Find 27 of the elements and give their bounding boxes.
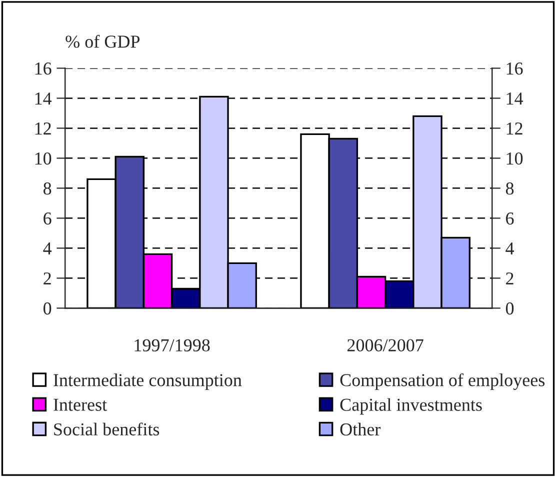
y-tick-label: 4 <box>43 242 52 254</box>
legend-label: Capital investments <box>340 398 482 415</box>
y-tick-label: 16 <box>35 62 52 75</box>
y2-tick-label: 10 <box>506 152 523 165</box>
y2-tick-label: 14 <box>506 92 524 104</box>
y2-tick-label: 6 <box>506 212 514 225</box>
legend-label: Social benefits <box>54 422 160 436</box>
legend-label: Interest <box>54 398 107 411</box>
y2-tick-label: 16 <box>506 62 523 75</box>
y-tick-label: 0 <box>44 302 52 315</box>
y-tick-label: 10 <box>35 152 52 165</box>
legend-label: Other <box>340 422 381 436</box>
legend-label: Intermediate consumption <box>54 374 242 390</box>
y-axis-title: % of GDP <box>66 34 140 48</box>
y-tick-label: 8 <box>44 182 52 195</box>
legend-label: Compensation of employees <box>340 373 545 390</box>
y2-tick-label: 0 <box>506 302 514 315</box>
y-tick-label: 2 <box>44 272 51 284</box>
y-tick-label: 12 <box>35 122 51 134</box>
y-tick-label: 14 <box>35 92 52 104</box>
y2-tick-label: 2 <box>506 272 514 284</box>
x-tick-label: 2006/2007 <box>347 339 424 352</box>
y2-tick-label: 8 <box>506 182 514 195</box>
y2-tick-label: 12 <box>506 122 522 134</box>
x-tick-label: 1997/1998 <box>134 339 210 352</box>
y2-tick-label: 4 <box>506 242 514 254</box>
y-tick-label: 6 <box>44 212 52 225</box>
